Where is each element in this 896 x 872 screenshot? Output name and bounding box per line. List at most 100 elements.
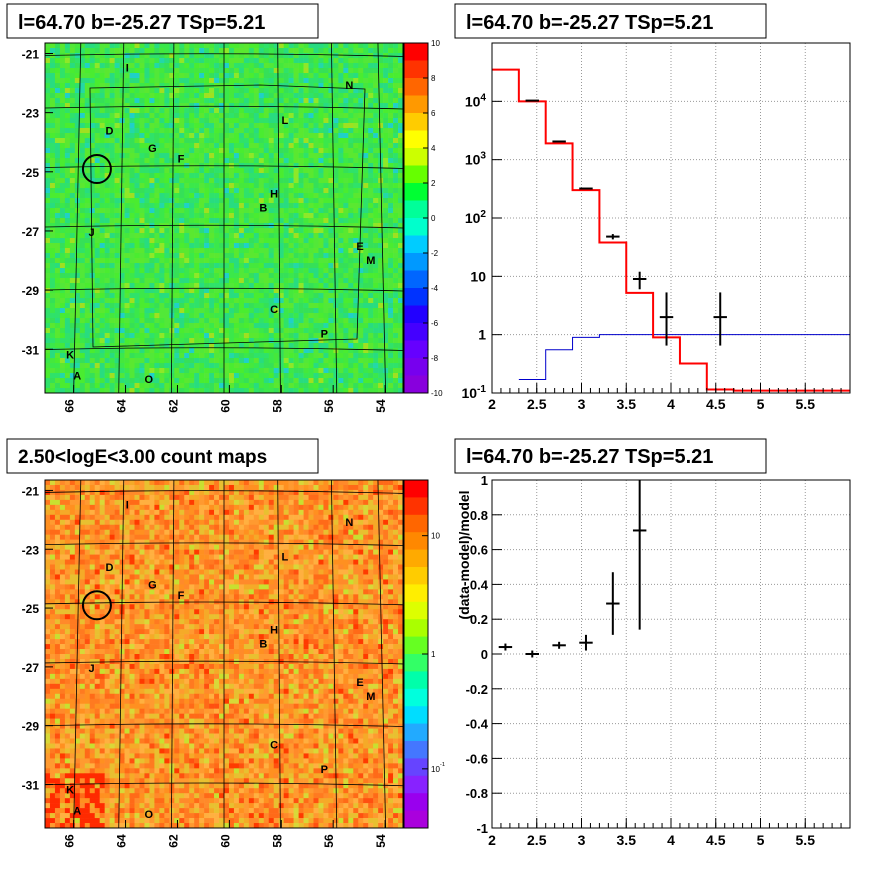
- res-pixel: [219, 273, 225, 279]
- res-pixel: [228, 328, 235, 334]
- res-pixel: [199, 258, 205, 264]
- res-pixel: [154, 158, 160, 164]
- res-pixel: [228, 253, 235, 259]
- res-pixel: [199, 353, 205, 359]
- res-pixel: [328, 338, 334, 344]
- res-pixel: [199, 243, 205, 249]
- res-pixel: [378, 238, 384, 244]
- res-pixel: [64, 378, 71, 384]
- res-pixel: [393, 258, 399, 264]
- res-pixel: [368, 223, 374, 229]
- res-pixel: [293, 253, 299, 259]
- res-pixel: [209, 343, 215, 349]
- res-pixel: [313, 218, 319, 224]
- res-pixel: [388, 53, 394, 59]
- res-pixel: [383, 218, 389, 224]
- res-pixel: [209, 318, 215, 324]
- res-pixel: [273, 383, 279, 389]
- res-pixel: [293, 133, 299, 139]
- res-pixel: [49, 203, 56, 209]
- res-pixel: [273, 318, 279, 324]
- res-pixel: [308, 203, 314, 209]
- res-pixel: [94, 83, 100, 89]
- res-pixel: [139, 118, 145, 124]
- res-pixel: [129, 233, 135, 239]
- res-pixel: [368, 208, 374, 214]
- res-pixel: [388, 268, 394, 274]
- res-pixel: [398, 143, 404, 149]
- res-pixel: [174, 78, 180, 84]
- res-pixel: [318, 113, 324, 119]
- res-pixel: [179, 208, 185, 214]
- res-pixel: [204, 368, 210, 374]
- res-pixel: [373, 253, 379, 259]
- res-pixel: [64, 358, 71, 364]
- res-pixel: [94, 118, 100, 124]
- res-pixel: [258, 303, 265, 309]
- res-pixel: [363, 363, 369, 369]
- res-pixel: [273, 233, 279, 239]
- res-pixel: [268, 298, 275, 304]
- res-pixel: [159, 268, 165, 274]
- res-pixel: [358, 158, 364, 164]
- res-pixel: [348, 308, 354, 314]
- res-pixel: [149, 283, 155, 289]
- res-pixel: [209, 313, 215, 319]
- res-pixel: [45, 358, 51, 364]
- res-pixel: [368, 243, 374, 249]
- res-pixel: [398, 303, 404, 309]
- res-pixel: [333, 173, 339, 179]
- res-pixel: [109, 288, 115, 294]
- res-pixel: [323, 203, 329, 209]
- res-pixel: [169, 123, 175, 129]
- res-pixel: [283, 113, 289, 119]
- res-pixel: [129, 253, 135, 259]
- res-pixel: [353, 98, 359, 104]
- res-pixel: [263, 288, 270, 294]
- res-pixel: [129, 178, 135, 184]
- res-pixel: [308, 138, 314, 144]
- res-pixel: [149, 133, 155, 139]
- res-pixel: [293, 128, 299, 134]
- res-pixel: [318, 53, 324, 59]
- res-pixel: [293, 308, 299, 314]
- res-pixel: [134, 228, 140, 234]
- res-pixel: [343, 258, 349, 264]
- res-pixel: [184, 273, 190, 279]
- res-pixel: [114, 68, 120, 74]
- res-pixel: [214, 58, 220, 64]
- res-pixel: [293, 98, 299, 104]
- res-pixel: [303, 98, 309, 104]
- res-pixel: [59, 318, 66, 324]
- res-pixel: [248, 63, 255, 69]
- res-pixel: [194, 323, 200, 329]
- res-pixel: [89, 348, 96, 354]
- res-pixel: [199, 363, 205, 369]
- res-pixel: [293, 163, 299, 169]
- res-pixel: [318, 138, 324, 144]
- res-pixel: [243, 88, 250, 94]
- res-pixel: [353, 328, 359, 334]
- res-pixel: [189, 173, 195, 179]
- res-pixel: [224, 243, 230, 249]
- res-pixel: [293, 193, 299, 199]
- res-pixel: [219, 118, 225, 124]
- res-pixel: [263, 53, 270, 59]
- res-pixel: [368, 373, 374, 379]
- res-pixel: [174, 258, 180, 264]
- res-pixel: [293, 368, 299, 374]
- res-pixel: [278, 353, 284, 359]
- res-pixel: [383, 253, 389, 259]
- res-pixel: [59, 128, 66, 134]
- res-pixel: [328, 283, 334, 289]
- res-pixel: [283, 63, 289, 69]
- res-pixel: [308, 263, 314, 269]
- res-pixel: [134, 138, 140, 144]
- res-pixel: [343, 293, 349, 299]
- res-pixel: [204, 103, 210, 109]
- res-pixel: [79, 273, 86, 279]
- res-pixel: [343, 248, 349, 254]
- res-pixel: [258, 238, 265, 244]
- res-pixel: [298, 273, 304, 279]
- res-pixel: [358, 188, 364, 194]
